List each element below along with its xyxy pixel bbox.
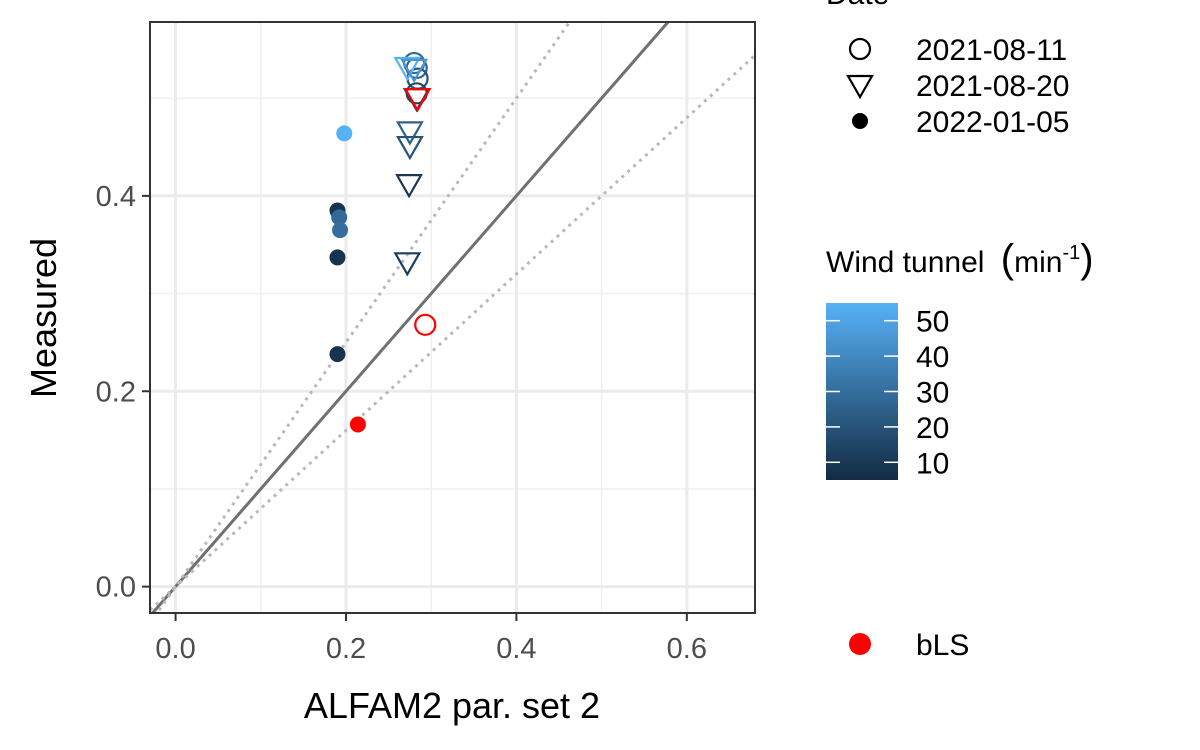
- wind-legend-title-superscript: -1: [1062, 242, 1080, 264]
- bls-legend-key: [849, 633, 871, 655]
- y-tick-label: 0.2: [96, 376, 136, 408]
- reference-lines: [150, 22, 755, 613]
- bls-point: [349, 416, 366, 433]
- date-legend-title: Date: [826, 0, 889, 11]
- bls-point: [403, 88, 432, 113]
- wind-tunnel-point: [329, 249, 346, 266]
- wind-tunnel-point: [395, 174, 423, 199]
- wind-tunnel-point: [395, 121, 424, 146]
- x-tick-label: 0.2: [326, 633, 366, 665]
- bls-point: [414, 313, 437, 336]
- x-tick-label: 0.4: [496, 633, 536, 665]
- y-tick-label: 0.0: [96, 572, 136, 604]
- date-legend-key-label: 2022-01-05: [916, 106, 1069, 139]
- wind-tunnel-point: [393, 56, 422, 82]
- date-legend-key-symbol: [852, 113, 868, 129]
- colorbar-tick-label: 40: [916, 341, 949, 374]
- wind-tunnel-point: [336, 125, 353, 142]
- one-to-one-line: [150, 22, 671, 613]
- wind-tunnel-point: [332, 222, 349, 239]
- date-legend-key-label: 2021-08-20: [916, 70, 1069, 103]
- x-axis-title: ALFAM2 par. set 2: [304, 685, 600, 726]
- wind-tunnel-point: [395, 135, 424, 161]
- colorbar-tick-label: 20: [916, 412, 949, 445]
- wind-legend-title-open-paren: (: [1001, 237, 1015, 281]
- wind-legend-title-text: Wind tunnel: [826, 246, 984, 279]
- wind-legend-title-unit: min: [1014, 246, 1062, 279]
- y-tick-label: 0.4: [96, 181, 136, 213]
- plot-panel-background: [150, 22, 755, 613]
- bls-legend: bLS: [849, 629, 969, 662]
- colorbar-tick-label: 10: [916, 447, 949, 480]
- wind-tunnel-point: [329, 346, 346, 363]
- wind-legend-title-close-paren: ): [1080, 237, 1093, 281]
- colorbar-tick-label: 50: [916, 306, 949, 339]
- tolerance-line: [150, 54, 755, 612]
- axes: 0.0 0.2 0.4 0.6 0.0 0.2 0.4: [96, 181, 707, 665]
- wind-tunnel-point: [400, 58, 429, 84]
- wind-legend-title: Wind tunnel (min-1): [826, 237, 1094, 281]
- x-tick-label: 0.6: [667, 633, 707, 665]
- data-points: [329, 51, 437, 433]
- grid-lines: [150, 22, 755, 613]
- x-tick-label: 0.0: [155, 633, 195, 665]
- date-legend-key-label: 2021-08-11: [916, 34, 1067, 67]
- date-legend-key-symbol: [848, 37, 872, 61]
- tolerance-line: [155, 22, 572, 613]
- y-axis-title: Measured: [23, 238, 64, 398]
- wind-tunnel-point: [331, 209, 348, 226]
- wind-tunnel-point: [393, 252, 422, 277]
- date-legend-key-symbol: [846, 74, 874, 100]
- colorbar-tick-label: 30: [916, 377, 949, 410]
- plot-panel-border: [149, 21, 756, 614]
- bls-legend-label: bLS: [916, 629, 969, 662]
